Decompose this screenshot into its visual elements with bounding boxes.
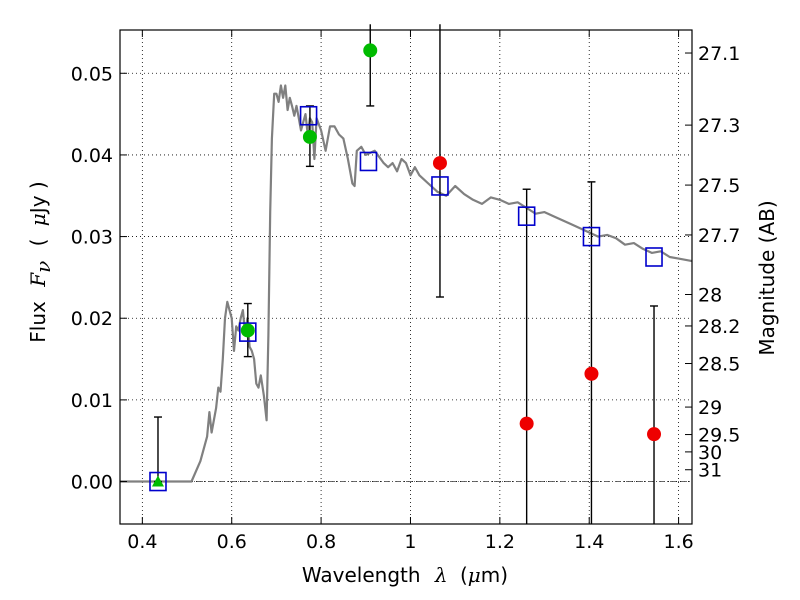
x-tick-label: 0.8: [306, 531, 336, 553]
model-point-square: [431, 176, 449, 196]
y-tick-label: 0.00: [71, 472, 113, 494]
mag-tick-label: 27.7: [698, 225, 740, 247]
y2-axis-label: Magnitude (AB): [755, 200, 779, 355]
x-tick-label: 0.4: [127, 531, 157, 553]
x-axis-label-symbol: λ: [434, 563, 448, 587]
x-tick-label: 1.6: [663, 531, 693, 553]
upper-limit-point: [519, 416, 534, 431]
y-tick-label: 0.05: [71, 63, 113, 85]
x-axis-label-prefix: Wavelength: [302, 563, 421, 587]
x-tick-label: 1.4: [574, 531, 604, 553]
mag-tick-label: 30: [698, 442, 722, 464]
model-point-square: [359, 151, 378, 172]
tick-labels: 0.4 0.6 0.8 1 1.2 1.4 1.6 0.00 0.01 0.02 0.03 0.04 0…: [71, 43, 741, 553]
x-axis-label-unit-rest: m): [481, 563, 508, 587]
plot-frame: [119, 29, 693, 525]
model-point-square: [149, 471, 167, 492]
x-axis-label-unit-open: (: [460, 563, 468, 587]
detection-triangle: [151, 475, 164, 487]
model-point-square: [645, 247, 663, 267]
y-axis-label-unit-open: (: [26, 239, 50, 247]
axis-ticks: [120, 30, 692, 524]
model-point-square: [239, 322, 257, 342]
mag-tick-label: 31: [698, 460, 722, 482]
mag-tick-label: 27.3: [698, 115, 740, 137]
y-axis-label-symbol: F: [26, 272, 50, 288]
y-tick-label: 0.02: [71, 308, 113, 330]
upper-limit-point: [432, 156, 447, 171]
model-spectrum-line: [120, 84, 693, 483]
upper-limit-point: [647, 427, 662, 442]
error-bars: [153, 24, 659, 524]
y-axis-label-subscript: ν: [31, 261, 55, 273]
data-markers: [149, 43, 663, 492]
model-point-square: [299, 105, 318, 126]
y-axis-label-prefix: Flux: [26, 301, 50, 343]
detection-point: [363, 43, 378, 58]
detection-point: [302, 129, 317, 144]
mag-tick-label: 29.5: [698, 425, 740, 447]
x-tick-label: 1.2: [485, 531, 515, 553]
model-point-square: [517, 206, 536, 226]
y-axis-label: Flux Fν ( μJy ): [26, 181, 55, 342]
model-spectrum-group: [120, 84, 693, 483]
mag-tick-label: 27.1: [698, 43, 740, 65]
mag-tick-label: 29: [698, 397, 722, 419]
model-point-square: [582, 226, 601, 247]
grid-lines: [120, 30, 692, 524]
detection-point: [240, 323, 255, 338]
x-axis-label: Wavelength λ (μm): [302, 563, 508, 587]
mag-tick-label: 27.5: [698, 175, 740, 197]
y-tick-label: 0.01: [71, 390, 113, 412]
mag-tick-label: 28: [698, 284, 722, 306]
upper-limit-point: [584, 366, 599, 381]
y-axis-label-unit-rest: Jy ): [26, 181, 50, 215]
y-tick-label: 0.03: [71, 227, 113, 249]
x-tick-label: 0.6: [217, 531, 247, 553]
x-axis-label-unit-mu: μ: [468, 563, 481, 587]
y-tick-label: 0.04: [71, 145, 113, 167]
mag-tick-label: 28.5: [698, 354, 740, 376]
y-axis-label-unit-mu: μ: [26, 213, 50, 226]
mag-tick-label: 28.2: [698, 316, 740, 338]
x-tick-label: 1: [404, 531, 416, 553]
